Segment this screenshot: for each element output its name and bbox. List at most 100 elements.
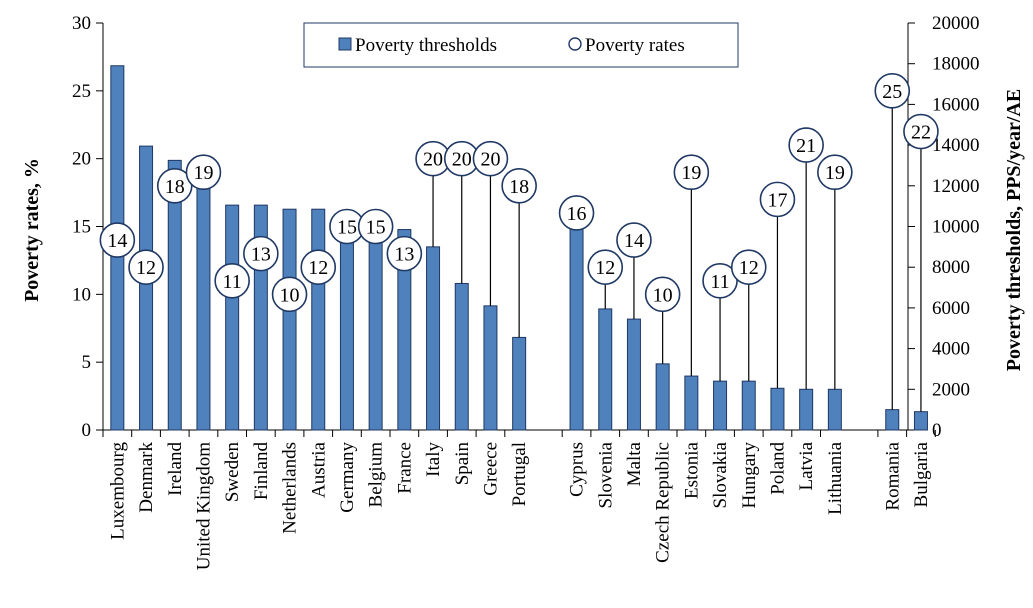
rate-label: 15 (366, 217, 386, 239)
right-tick-label: 8000 (932, 257, 970, 278)
rate-label: 12 (595, 257, 615, 279)
legend-bar-swatch (338, 37, 352, 51)
category-label: Luxembourg (107, 442, 128, 540)
rate-marker (300, 249, 337, 286)
category-label: Malta (624, 441, 645, 486)
right-tick-label: 2000 (932, 379, 970, 400)
legend-bar-label: Poverty thresholds (355, 35, 497, 56)
rate-label: 25 (882, 81, 902, 103)
threshold-bar (885, 409, 900, 431)
category-label: Bulgaria (911, 441, 932, 507)
rate-label: 18 (509, 176, 529, 198)
category-label: Latvia (796, 441, 817, 490)
category-label: Portugal (509, 442, 530, 506)
rate-label: 19 (681, 162, 701, 184)
rate-layer: 14 12 18 19 11 13 10 12 15 15 13 20 20 20 18 16 12 14 10 19… (99, 73, 939, 412)
category-label: Greece (480, 442, 501, 496)
category-label: Germany (337, 442, 358, 513)
legend-frame (303, 22, 739, 68)
rate-marker (702, 262, 738, 299)
threshold-bar (598, 308, 613, 431)
threshold-bar (397, 229, 412, 431)
threshold-bar (139, 145, 154, 431)
rate-label: 12 (136, 257, 156, 279)
category-label: Slovakia (710, 441, 731, 508)
category-label: Hungary (739, 442, 760, 509)
category-label: Italy (423, 442, 444, 477)
category-label: Spain (452, 442, 473, 486)
category-label: Cyprus (567, 442, 588, 497)
rate-label: 19 (825, 162, 845, 184)
rate-marker (99, 222, 136, 258)
rate-label: 11 (223, 271, 242, 293)
threshold-bar (913, 411, 928, 431)
rate-marker (788, 127, 824, 163)
rate-label: 10 (653, 284, 673, 306)
rate-label: 11 (710, 271, 729, 293)
bar-layer (110, 65, 928, 431)
right-tick-label: 10000 (932, 217, 980, 238)
legend-circle-swatch (568, 37, 582, 51)
rate-label: 21 (796, 135, 816, 157)
right-tick-label: 20000 (932, 13, 980, 34)
rate-label: 10 (280, 284, 300, 306)
right-tick-label: 12000 (932, 176, 980, 197)
left-tick-label: 10 (72, 284, 91, 305)
rate-label: 12 (308, 257, 328, 279)
right-tick-label: 4000 (932, 339, 970, 360)
right-tick-label: 16000 (932, 94, 980, 115)
rate-marker (817, 154, 853, 191)
legend: Poverty thresholds Poverty rates (303, 22, 739, 68)
rate-label: 18 (165, 176, 185, 198)
rate-marker (874, 73, 911, 109)
category-label: United Kingdom (193, 442, 214, 570)
rate-marker (357, 208, 394, 245)
threshold-bar (454, 282, 469, 431)
left-tick-label: 20 (72, 149, 91, 170)
threshold-bar (311, 208, 326, 431)
rate-marker (616, 222, 652, 258)
rate-label: 17 (767, 189, 787, 211)
right-tick-label: 14000 (932, 135, 980, 156)
rate-marker (214, 262, 250, 299)
right-axis-title: Poverty thresholds, PPS/year/AE (1003, 89, 1025, 371)
rate-marker (587, 249, 624, 286)
rate-label: 16 (567, 203, 587, 225)
threshold-bar (626, 318, 641, 431)
threshold-bar (196, 176, 211, 431)
left-tick-label: 5 (82, 352, 92, 373)
rate-label: 13 (394, 244, 414, 266)
legend-circle-label: Poverty rates (585, 35, 685, 56)
threshold-bar (167, 159, 182, 431)
rate-label: 12 (739, 257, 759, 279)
category-label: Finland (251, 442, 272, 501)
rate-marker (128, 249, 164, 286)
left-tick-label: 0 (82, 420, 92, 441)
left-tick-label: 30 (72, 13, 91, 34)
threshold-bar (684, 375, 699, 431)
threshold-bar (770, 387, 785, 431)
rate-label: 19 (193, 162, 213, 184)
right-tick-label: 18000 (932, 54, 980, 75)
threshold-bar (483, 305, 498, 431)
category-label: Austria (308, 441, 329, 498)
category-label: France (394, 442, 415, 494)
rate-label: 14 (624, 230, 644, 252)
threshold-bar (512, 336, 527, 431)
category-label: Sweden (222, 442, 243, 503)
rate-marker (903, 113, 939, 150)
category-label: Netherlands (280, 442, 301, 534)
rate-label: 20 (480, 149, 500, 171)
rate-marker (185, 154, 222, 191)
rate-label: 14 (107, 230, 127, 252)
threshold-bar (799, 388, 814, 431)
category-label: Estonia (681, 441, 702, 499)
category-label: Czech Republic (653, 442, 674, 563)
rate-marker (730, 249, 767, 286)
threshold-bar (225, 204, 240, 431)
threshold-bar (282, 208, 297, 431)
threshold-bar (741, 380, 756, 431)
threshold-bar (827, 388, 842, 431)
threshold-bar (569, 227, 584, 431)
